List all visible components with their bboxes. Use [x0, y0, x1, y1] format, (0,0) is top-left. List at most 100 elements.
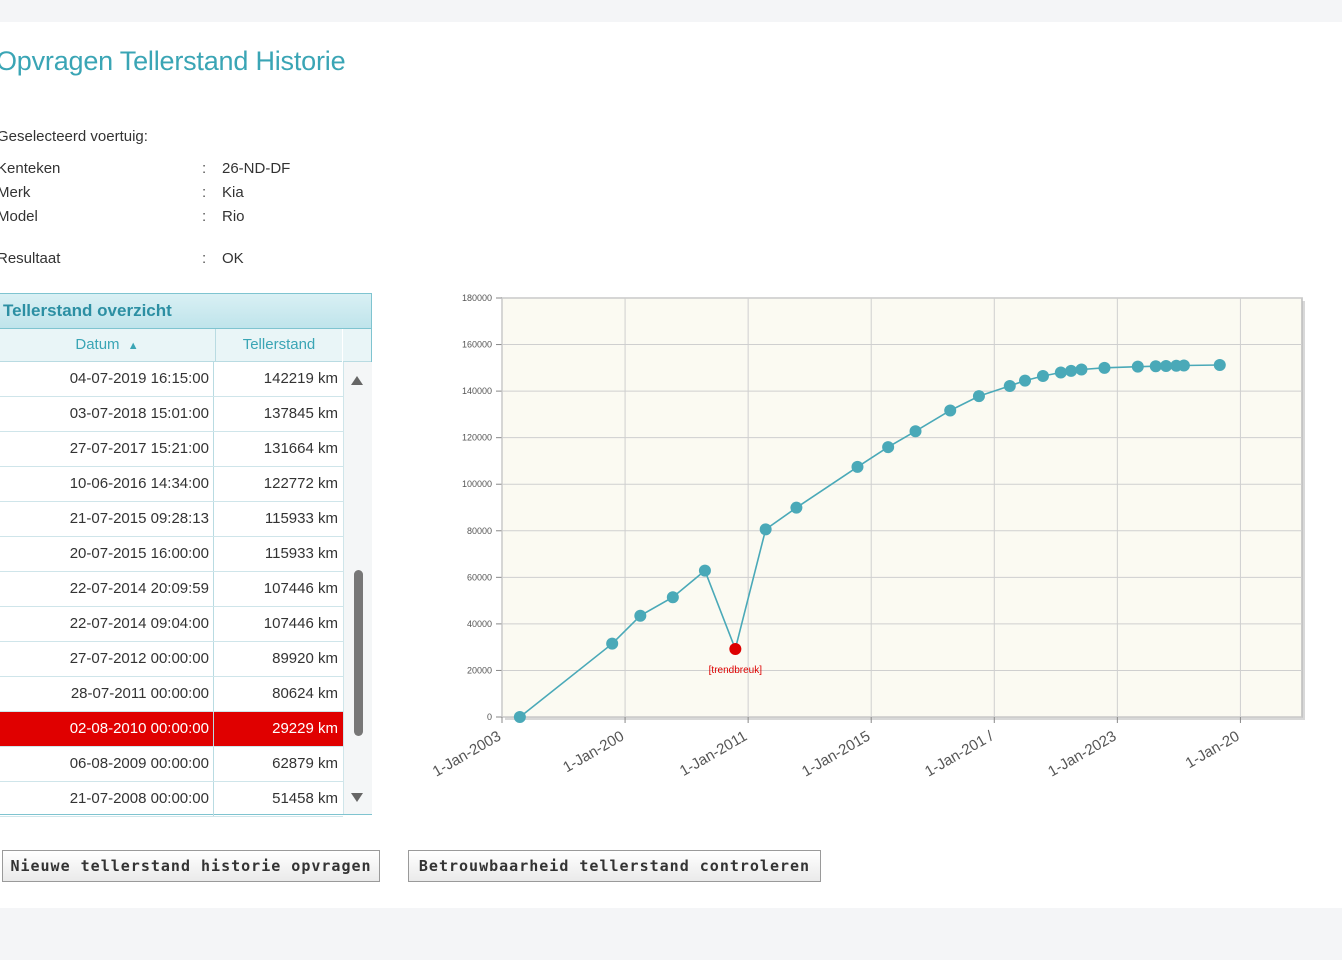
y-tick-label: 120000: [462, 433, 492, 443]
merk-label: Merk: [0, 184, 31, 201]
data-point: [1149, 360, 1162, 373]
data-point: [1160, 359, 1173, 372]
data-point: [972, 390, 985, 403]
row-date: 27-07-2017 15:21:00: [0, 432, 214, 466]
row-reading: 122772 km: [263, 475, 338, 492]
row-date: 10-06-2016 14:34:00: [0, 467, 214, 501]
table-row[interactable]: 04-07-2019 16:15:00 142219 km: [0, 362, 343, 397]
y-tick-label: 0: [487, 712, 492, 722]
data-point: [1075, 363, 1088, 376]
table-scrollbar[interactable]: [343, 362, 372, 814]
data-point: [1065, 364, 1078, 377]
row-reading: 62879 km: [272, 755, 338, 772]
x-tick-label: 1-Jan-20: [1183, 728, 1243, 772]
row-date: 22-07-2014 20:09:59: [0, 572, 214, 606]
data-point: [1213, 359, 1226, 372]
table-row[interactable]: 27-07-2012 00:00:00 89920 km: [0, 642, 343, 677]
table-row[interactable]: 06-08-2009 00:00:00 62879 km: [0, 747, 343, 782]
check-reliability-button[interactable]: Betrouwbaarheid tellerstand controleren: [408, 850, 821, 882]
table-row[interactable]: 28-07-2011 00:00:00 80624 km: [0, 677, 343, 712]
page-title: Opvragen Tellerstand Historie: [0, 46, 346, 76]
row-reading: 89920 km: [272, 650, 338, 667]
x-tick-label: 1-Jan-2023: [1045, 728, 1119, 781]
row-reading: 142219 km: [263, 370, 338, 387]
row-date: 03-07-2018 15:01:00: [0, 397, 214, 431]
x-tick-label: 1-Jan-2003: [430, 728, 504, 781]
selected-vehicle-label: Geselecteerd voertuig:: [0, 128, 148, 145]
scroll-thumb[interactable]: [354, 570, 363, 736]
trendbreak-annotation: [trendbreuk]: [709, 665, 763, 676]
odometer-table: Tellerstand overzicht Datum ▲ Tellerstan…: [0, 293, 372, 817]
x-tick-label: 1-Jan-2015: [799, 728, 873, 781]
table-row[interactable]: 02-08-2010 00:00:00 29229 km: [0, 712, 343, 747]
merk-colon: :: [202, 184, 207, 201]
new-history-button[interactable]: Nieuwe tellerstand historie opvragen: [2, 850, 380, 882]
data-point: [1019, 374, 1032, 387]
result-value: OK: [222, 250, 244, 267]
table-row[interactable]: 10-06-2016 14:34:00 122772 km: [0, 467, 343, 502]
data-point: [698, 564, 711, 577]
data-point: [1098, 361, 1111, 374]
row-date: 27-07-2012 00:00:00: [0, 642, 214, 676]
data-point: [666, 591, 679, 604]
data-point: [1036, 369, 1049, 382]
column-header-spacer: [343, 329, 371, 362]
kenteken-colon: :: [202, 160, 207, 177]
data-point: [1177, 359, 1190, 372]
row-reading: 80624 km: [272, 685, 338, 702]
data-point: [606, 637, 619, 650]
x-tick-label: 1-Jan-201 /: [922, 727, 997, 780]
row-date: 04-07-2019 16:15:00: [0, 362, 214, 396]
result-colon: :: [202, 250, 207, 267]
row-date: 21-07-2008 00:00:00: [0, 782, 214, 816]
column-header-reading[interactable]: Tellerstand: [216, 329, 342, 362]
table-row[interactable]: 22-07-2014 09:04:00 107446 km: [0, 607, 343, 642]
row-date: 06-08-2009 00:00:00: [0, 747, 214, 781]
row-date: 28-07-2011 00:00:00: [0, 677, 214, 711]
data-point: [1131, 360, 1144, 373]
table-row[interactable]: 21-07-2008 00:00:00 51458 km: [0, 782, 343, 817]
row-date: 22-07-2014 09:04:00: [0, 607, 214, 641]
scroll-up-icon[interactable]: [351, 376, 363, 385]
x-tick-label: 1-Jan-2011: [677, 728, 750, 780]
y-tick-label: 20000: [467, 665, 492, 675]
table-row[interactable]: 21-07-2015 09:28:13 115933 km: [0, 502, 343, 537]
odometer-chart: 0 20000 40000 60000 80000 100000 120000 140000 1…: [430, 293, 1305, 781]
sort-icon[interactable]: ▲: [127, 340, 139, 352]
row-reading: 115933 km: [264, 545, 338, 562]
row-reading: 107446 km: [263, 580, 338, 597]
column-header-date-label: Datum: [75, 336, 120, 353]
column-header-date[interactable]: Datum ▲: [0, 329, 216, 362]
table-row[interactable]: 03-07-2018 15:01:00 137845 km: [0, 397, 343, 432]
result-label: Resultaat: [0, 250, 61, 267]
data-point: [944, 404, 957, 417]
y-tick-label: 140000: [462, 386, 492, 396]
merk-value: Kia: [222, 184, 244, 201]
row-reading: 107446 km: [263, 615, 338, 632]
data-point: [634, 609, 647, 622]
data-point: [513, 711, 526, 723]
data-point: [1054, 366, 1067, 379]
data-point: [882, 441, 895, 454]
data-point: [909, 425, 922, 438]
table-title: Tellerstand overzicht: [0, 294, 371, 329]
kenteken-label: Kenteken: [0, 160, 61, 177]
y-tick-label: 40000: [467, 619, 492, 629]
model-colon: :: [202, 208, 207, 225]
row-reading: 137845 km: [263, 405, 338, 422]
table-row[interactable]: 20-07-2015 16:00:00 115933 km: [0, 537, 343, 572]
y-tick-label: 100000: [462, 479, 492, 489]
table-row[interactable]: 27-07-2017 15:21:00 131664 km: [0, 432, 343, 467]
table-row[interactable]: 22-07-2014 20:09:59 107446 km: [0, 572, 343, 607]
page-body: Opvragen Tellerstand Historie Geselectee…: [0, 22, 1342, 908]
row-reading: 115933 km: [264, 510, 338, 527]
row-reading: 51458 km: [272, 790, 338, 807]
alert-point: [729, 642, 742, 655]
kenteken-value: 26-ND-DF: [222, 160, 291, 177]
row-date: 20-07-2015 16:00:00: [0, 537, 214, 571]
data-point: [851, 460, 864, 473]
row-date: 21-07-2015 09:28:13: [0, 502, 214, 536]
table-body: 04-07-2019 16:15:00 142219 km 03-07-2018 1…: [0, 362, 343, 817]
model-label: Model: [0, 208, 38, 225]
scroll-down-icon[interactable]: [351, 793, 363, 802]
